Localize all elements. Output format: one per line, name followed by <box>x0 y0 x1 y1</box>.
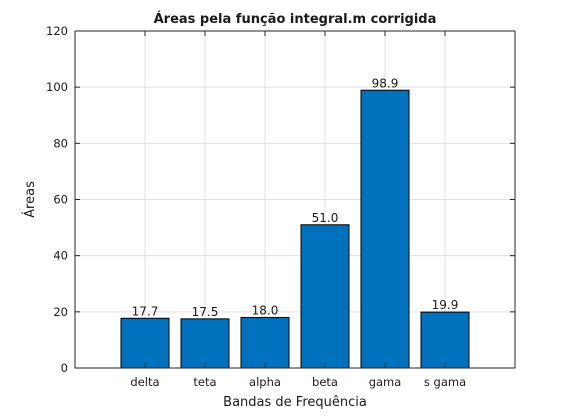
bar-gama <box>360 89 410 369</box>
data-label: 17.7 <box>132 304 159 318</box>
data-label: 19.9 <box>432 298 459 312</box>
y-tick-label: 0 <box>61 361 68 375</box>
bar-teta <box>180 318 230 369</box>
y-tick-labels: 0 20 40 60 80 100 120 <box>46 24 68 375</box>
data-label: 17.5 <box>192 305 219 319</box>
bar-s-gama <box>420 311 470 369</box>
x-tick-label: beta <box>312 375 338 389</box>
data-label: 98.9 <box>372 76 399 90</box>
x-axis-label: Bandas de Frequência <box>223 395 367 410</box>
y-tick-label: 60 <box>53 193 68 207</box>
data-labels-group: 17.7 17.5 18.0 51.0 98.9 19.9 <box>132 76 459 319</box>
bar-beta <box>300 224 350 369</box>
bar-delta <box>120 317 170 369</box>
x-tick-label: alpha <box>249 375 281 389</box>
x-tick-label: gama <box>369 375 402 389</box>
y-tick-label: 40 <box>53 249 68 263</box>
x-tick-label: s gama <box>424 375 466 389</box>
x-tick-labels: delta teta alpha beta gama s gama <box>130 375 466 389</box>
y-tick-label: 100 <box>46 80 68 94</box>
y-axis-label: Áreas <box>22 181 38 218</box>
chart-title: Áreas pela função integral.m corrigida <box>154 11 437 27</box>
data-label: 18.0 <box>252 303 279 317</box>
data-label: 51.0 <box>312 211 339 225</box>
bars-group <box>120 89 470 369</box>
bar-alpha <box>240 316 290 369</box>
y-tick-label: 120 <box>46 24 68 38</box>
y-tick-label: 20 <box>53 305 68 319</box>
x-tick-label: delta <box>130 375 159 389</box>
x-tick-label: teta <box>193 375 216 389</box>
y-tick-label: 80 <box>53 136 68 150</box>
axis-ticks <box>75 30 515 369</box>
